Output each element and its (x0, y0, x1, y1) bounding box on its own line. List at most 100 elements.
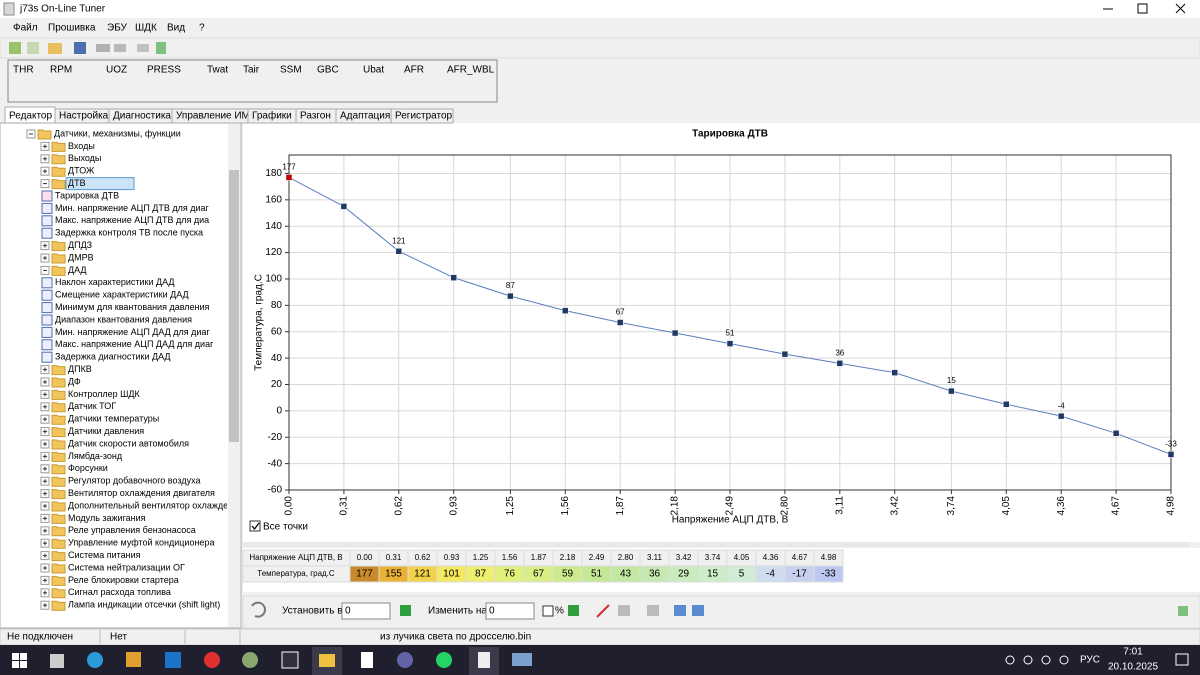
tree-item[interactable]: Дополнительный вентилятор охлаждени (68, 500, 238, 510)
tool-icon[interactable] (1178, 606, 1188, 616)
tree-item[interactable]: Датчик ТОГ (68, 401, 116, 411)
tab-label[interactable]: Адаптация (340, 111, 390, 122)
tree-item[interactable]: Входы (68, 141, 95, 151)
apply-change[interactable] (568, 605, 579, 616)
tree-item[interactable]: Задержка диагностики ДАД (55, 352, 171, 362)
tool-icon[interactable] (48, 43, 62, 54)
tree-item[interactable]: Контроллер ШДК (68, 389, 141, 399)
notification-icon[interactable] (1175, 653, 1189, 666)
value-cell-text[interactable]: -33 (821, 569, 836, 580)
tray-icon[interactable] (1059, 655, 1069, 665)
taskbar-icon[interactable] (242, 652, 258, 668)
tool-icon[interactable] (74, 42, 86, 54)
data-point[interactable] (285, 174, 293, 181)
scroll-thumb[interactable] (229, 170, 239, 442)
data-point[interactable] (395, 248, 403, 255)
apply-set[interactable] (400, 605, 411, 616)
taskbar-icon[interactable] (204, 652, 220, 668)
tree-item[interactable]: ДПКВ (68, 364, 92, 374)
tool-icon[interactable] (647, 605, 659, 616)
menu-item[interactable]: ЭБУ (107, 23, 128, 34)
taskbar-icon[interactable] (478, 652, 490, 668)
tree-item[interactable]: Датчик скорости автомобиля (68, 438, 189, 448)
tree-item[interactable]: ДТВ (68, 178, 86, 188)
tree-item[interactable]: Задержка контроля ТВ после пуска (55, 228, 203, 238)
start-button[interactable] (12, 653, 27, 668)
checkbox-label[interactable]: Все точки (263, 522, 308, 533)
value-cell-text[interactable]: 87 (475, 569, 487, 580)
taskbar-icon[interactable] (50, 654, 64, 668)
tab-label[interactable]: Разгон (300, 111, 331, 122)
tab-label[interactable]: Графики (252, 110, 292, 122)
tree-item[interactable]: Датчики, механизмы, функции (54, 128, 181, 138)
value-cell-text[interactable]: 76 (504, 569, 516, 580)
taskbar-icon[interactable] (319, 654, 335, 667)
tree-item[interactable]: Датчики температуры (68, 414, 159, 424)
taskbar-icon[interactable] (126, 652, 141, 667)
tree-item[interactable]: Реле блокировки стартера (68, 575, 179, 585)
taskbar-icon[interactable] (281, 651, 299, 669)
menu-item[interactable]: ? (199, 23, 205, 34)
data-point[interactable] (781, 350, 789, 358)
taskbar-icon[interactable] (361, 652, 373, 668)
tree-item[interactable]: Мин. напряжение АЦП ДТВ для диаг (55, 203, 210, 213)
tray-date[interactable]: 20.10.2025 (1108, 662, 1158, 673)
value-cell-text[interactable]: 5 (739, 569, 745, 580)
value-cell-text[interactable]: 155 (385, 569, 402, 580)
tool-icon[interactable] (137, 44, 149, 52)
tab-label[interactable]: Редактор (9, 111, 52, 122)
value-cell-text[interactable]: 36 (649, 569, 661, 580)
tree-item[interactable]: Управление муфтой кондиционера (68, 538, 214, 548)
tray-language[interactable]: РУС (1080, 655, 1100, 666)
value-cell-text[interactable]: 101 (443, 569, 460, 580)
tree-item[interactable]: Модуль зажигания (68, 513, 146, 523)
tree-item[interactable]: Форсунки (68, 463, 108, 473)
tree-item[interactable]: Наклон характеристики ДАД (55, 277, 175, 287)
taskbar-icon[interactable] (397, 652, 413, 668)
data-point[interactable] (340, 203, 348, 210)
tool-icon[interactable] (156, 42, 166, 54)
taskbar-icon[interactable] (512, 653, 532, 666)
value-cell-text[interactable]: 51 (591, 569, 603, 580)
data-point[interactable] (948, 387, 955, 395)
tool-icon[interactable] (96, 44, 110, 52)
value-cell-text[interactable]: 121 (414, 569, 431, 580)
value-cell-text[interactable]: -17 (792, 569, 807, 580)
tab[interactable] (390, 108, 454, 124)
data-point[interactable] (450, 274, 457, 281)
tool-icon[interactable] (674, 605, 686, 616)
taskbar-icon[interactable] (436, 652, 452, 668)
tree-item[interactable]: Лямбда-зонд (68, 451, 123, 461)
value-cell-text[interactable]: 177 (356, 569, 373, 580)
value-cell-text[interactable]: -4 (766, 569, 775, 580)
tray-icon[interactable] (1005, 655, 1015, 665)
tree-item[interactable]: Регулятор добавочного воздуха (68, 476, 200, 486)
data-point[interactable] (1112, 430, 1120, 437)
tool-icon[interactable] (27, 42, 39, 54)
data-point[interactable] (671, 329, 679, 337)
menu-item[interactable]: ШДК (135, 23, 157, 34)
tree-item[interactable]: Лампа индикации отсечки (shift light) (68, 600, 220, 610)
percent-checkbox[interactable] (542, 605, 554, 617)
undo-icon[interactable] (251, 601, 266, 618)
tool-icon[interactable] (9, 42, 21, 54)
data-point[interactable] (1003, 401, 1010, 408)
tree-item[interactable]: Минимум для квантования давления (55, 302, 210, 312)
checkbox[interactable] (249, 520, 261, 532)
taskbar-icon[interactable] (87, 652, 103, 668)
tab-label[interactable]: Диагностика (113, 111, 171, 122)
tree-item[interactable]: Сигнал расхода топлива (68, 587, 171, 597)
set-input[interactable] (341, 602, 391, 620)
tray-icon[interactable] (1041, 655, 1051, 665)
close-button[interactable] (1175, 3, 1186, 14)
maximize-button[interactable] (1137, 3, 1148, 14)
tree-item[interactable]: Диапазон квантования давления (55, 314, 192, 324)
tree-item[interactable]: Выходы (68, 153, 101, 163)
tray-icon[interactable] (1023, 655, 1033, 665)
tree-item[interactable]: Система нейтрализации ОГ (68, 562, 185, 572)
tab-label[interactable]: Настройка (59, 111, 109, 122)
tree-item[interactable]: Тарировка ДТВ (55, 190, 119, 200)
value-cell-text[interactable]: 15 (707, 569, 719, 580)
menu-item[interactable]: Вид (167, 23, 185, 34)
taskbar-icon[interactable] (165, 652, 181, 668)
